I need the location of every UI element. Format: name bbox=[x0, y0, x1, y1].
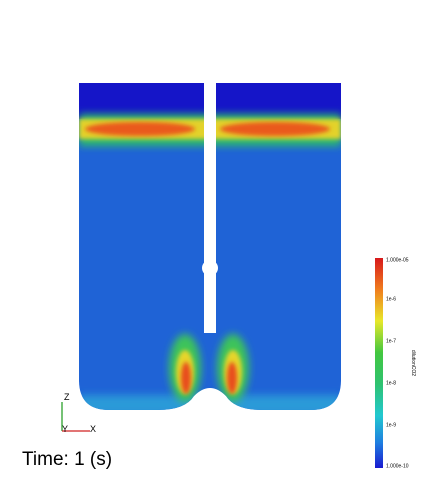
axis-label-y: Y bbox=[62, 424, 68, 434]
axis-label-x: X bbox=[90, 424, 96, 434]
colorbar-label: 1e-8 bbox=[386, 380, 396, 386]
axis-label-z: Z bbox=[64, 392, 70, 402]
colorbar-label: 1e-9 bbox=[386, 422, 396, 428]
colorbar-label: 1.000e-05 bbox=[386, 257, 409, 263]
shaft bbox=[204, 83, 216, 333]
time-label: Time: 1 (s) bbox=[22, 449, 112, 470]
colorbar-label: 1e-7 bbox=[386, 338, 396, 344]
impeller-hub bbox=[202, 260, 218, 276]
colorbar-label: 1e-6 bbox=[386, 296, 396, 302]
colorbar-label: 1.000e-10 bbox=[386, 463, 409, 469]
colorbar-title: dilutionCO2 bbox=[410, 350, 416, 376]
colorbar bbox=[375, 258, 383, 468]
